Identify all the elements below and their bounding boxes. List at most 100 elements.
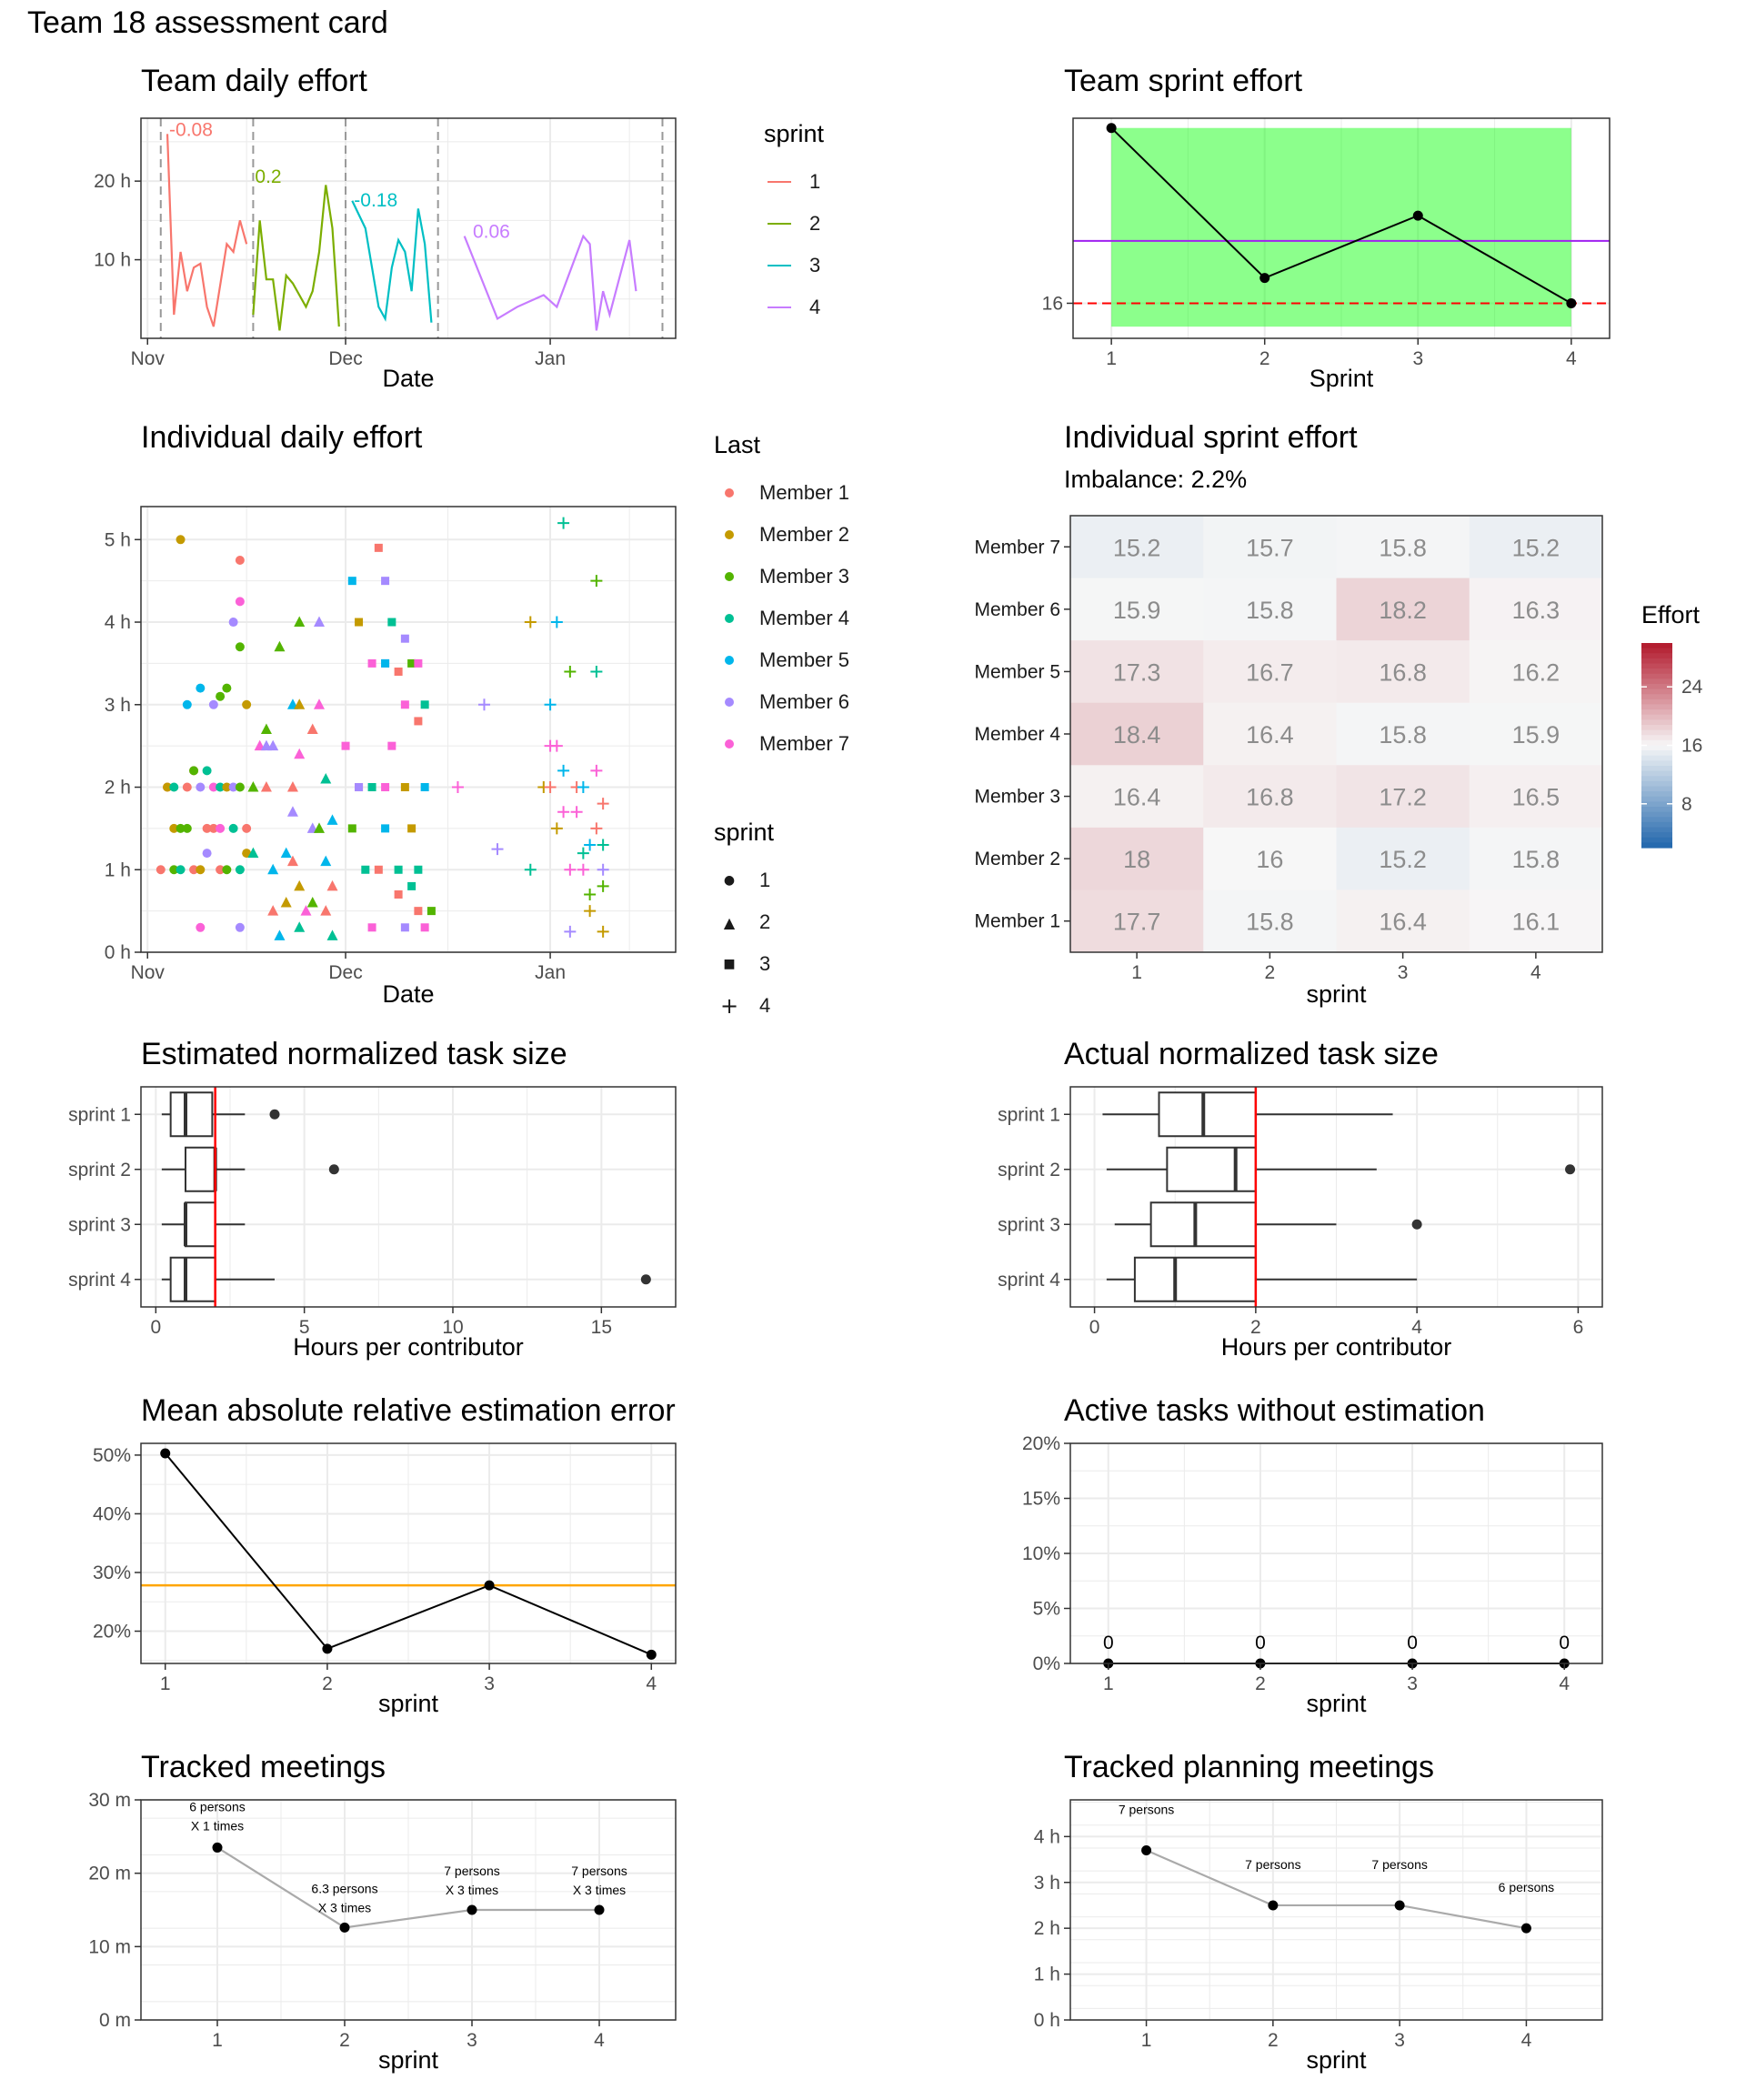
series-line-sprint-1 [166, 134, 248, 327]
cell-value: 17.2 [1379, 784, 1427, 811]
legend-label: 3 [809, 254, 821, 276]
legend-label: 2 [759, 910, 771, 933]
point-triangle [326, 814, 338, 825]
legend-label: Member 4 [759, 607, 850, 629]
y-tick-label: 0% [1033, 1653, 1060, 1674]
legend-title: Last [714, 431, 761, 458]
data-label: 6 persons [1499, 1880, 1554, 1894]
point-plus [524, 863, 537, 876]
cell-value: 18 [1123, 846, 1150, 873]
y-tick-label: 50% [93, 1445, 131, 1466]
point-square [400, 923, 409, 932]
point-circle [196, 865, 206, 875]
x-axis-title: sprint [1306, 980, 1367, 1008]
data-label: X 1 times [191, 1818, 244, 1833]
team-daily-effort-legend: sprint 1 2 3 4 [764, 120, 824, 328]
point-plus [477, 698, 490, 711]
x-tick-label: 1 [212, 2030, 223, 2051]
plot-border [140, 1086, 677, 1308]
box [1166, 1146, 1257, 1192]
point-plus [564, 863, 577, 876]
cell-value: 15.8 [1246, 909, 1294, 936]
point-square [426, 907, 436, 916]
colorbar-tick-label: 24 [1681, 677, 1703, 698]
data-label: 7 persons [1245, 1857, 1300, 1872]
data-point [1412, 210, 1423, 221]
box [185, 1201, 216, 1248]
outlier-point [640, 1274, 651, 1285]
point-circle [189, 865, 199, 875]
point-square [374, 543, 383, 552]
plot-background [141, 118, 676, 338]
data-label: 6 persons [189, 1799, 245, 1814]
colorbar-segment [1641, 739, 1672, 747]
y-tick-label: 20 m [88, 1864, 131, 1884]
data-point [646, 1649, 657, 1660]
x-tick-label: 4 [1566, 348, 1577, 369]
heatmap-cell [1203, 578, 1337, 641]
point-square [414, 907, 423, 916]
colorbar-tick-label: 8 [1681, 794, 1692, 815]
heatmap-cell [1203, 640, 1337, 704]
point-triangle [314, 616, 325, 628]
x-tick-label: 4 [594, 2030, 605, 2051]
point-triangle [274, 640, 286, 652]
point-plus [557, 806, 570, 819]
point-circle [235, 782, 245, 792]
cell-value: 15.7 [1246, 534, 1294, 561]
box [185, 1146, 216, 1192]
point-plus [491, 843, 504, 856]
legend-item: 1 [764, 161, 824, 203]
x-axis-title: Hours per contributor [293, 1333, 524, 1361]
estimation-error-chart: 1 2 3 4 20% 30% 40% 50% sprint [93, 1442, 677, 1717]
colorbar-segment [1641, 780, 1672, 788]
colorbar-title: Effort [1641, 601, 1701, 628]
colorbar-segment [1641, 673, 1672, 679]
point-square [341, 741, 350, 750]
x-tick-label: Nov [131, 962, 166, 983]
point-triangle [320, 905, 332, 916]
x-tick-label: 3 [1398, 962, 1409, 983]
series-label: 0.2 [255, 166, 281, 187]
colorbar-segment [1641, 663, 1672, 669]
y-tick-label: 0 h [105, 942, 131, 963]
actual-task-size-chart: 0 2 4 6 sprint 1 sprint 2 sprint 3 sprint 4 Hour… [998, 1086, 1603, 1361]
y-tick-label: 5% [1033, 1599, 1060, 1620]
colorbar-segment [1641, 827, 1672, 833]
point-circle [196, 683, 206, 693]
colorbar-segment [1641, 750, 1672, 757]
heatmap-cell [1469, 827, 1603, 890]
heatmap-cell [1070, 827, 1204, 890]
legend-key-line [764, 292, 795, 323]
point-triangle [320, 772, 332, 784]
cell-value: 15.8 [1379, 721, 1427, 749]
colorbar-segment [1641, 698, 1672, 706]
cell-value: 16.4 [1246, 721, 1294, 749]
point-triangle [267, 905, 279, 916]
legend-key-shape: ■ [723, 957, 736, 971]
point-plus [577, 863, 589, 876]
point-circle [176, 865, 186, 875]
point-square [347, 824, 356, 833]
series-line [216, 1846, 599, 1929]
x-tick-label: Jan [535, 348, 566, 369]
point-circle [216, 691, 226, 701]
colorbar-segment [1641, 678, 1672, 685]
team-daily-effort-panel: Team daily effort -0.08 0.2 -0.18 0.06 Nov De… [27, 64, 900, 409]
point-plus [550, 616, 563, 628]
point-circle [182, 782, 192, 792]
point-square [407, 824, 416, 833]
point-circle [196, 922, 206, 932]
legend-key-dot [714, 687, 745, 718]
heatmap-cell [1336, 578, 1470, 641]
legend-label: Member 6 [759, 690, 850, 713]
data-label: X 3 times [573, 1883, 626, 1897]
x-tick-label: 3 [484, 1673, 495, 1694]
legend-key-shape: + [719, 993, 739, 1019]
series-label: -0.18 [354, 190, 397, 211]
x-tick-label: 10 [442, 1317, 463, 1338]
data-point [1394, 1900, 1405, 1911]
panel-title: Tracked planning meetings [1064, 1750, 1434, 1784]
point-square [367, 658, 376, 668]
legend-label: 1 [759, 869, 771, 891]
